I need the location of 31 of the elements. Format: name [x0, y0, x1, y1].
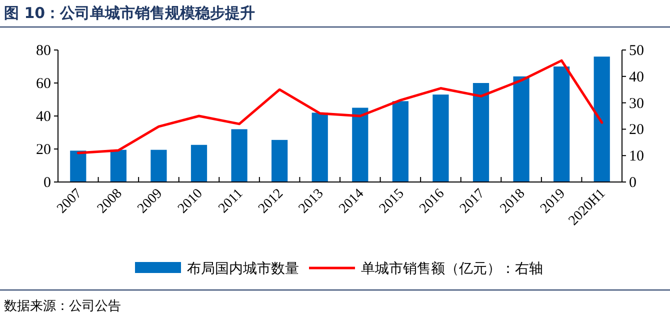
bar [312, 112, 328, 182]
y-tick-label: 20 [36, 142, 51, 158]
chart-title: 图 10：公司单城市销售规模稳步提升 [4, 4, 256, 22]
y2-tick-label: 30 [629, 96, 644, 112]
source-note: 数据来源：公司公告 [4, 299, 121, 314]
y2-tick-label: 50 [629, 43, 644, 59]
bar [190, 144, 208, 182]
bar [231, 129, 248, 182]
y2-tick-label: 20 [629, 122, 644, 138]
bar [432, 94, 449, 182]
bar [513, 76, 530, 182]
bar [554, 66, 570, 182]
y-tick-label: 40 [36, 109, 51, 125]
y2-tick-label: 40 [629, 69, 644, 86]
y-tick-label: 80 [36, 43, 51, 59]
bar [272, 140, 288, 182]
y-tick-label: 60 [36, 76, 51, 92]
bar [392, 101, 408, 182]
line-series [76, 59, 604, 154]
legend-label: 布局国内城市数量 [187, 261, 299, 277]
bar [472, 83, 490, 182]
y-tick-label: 0 [44, 175, 51, 191]
bar [110, 150, 126, 182]
y2-tick-label: 0 [629, 175, 636, 191]
bar [150, 150, 167, 182]
bar [594, 56, 610, 182]
x-tick-label: 2011 [216, 186, 246, 216]
legend-label: 单城市销售额（亿元）：右轴 [361, 261, 543, 277]
y2-tick-label: 10 [629, 148, 644, 165]
bar [352, 108, 368, 182]
bar [70, 150, 86, 182]
